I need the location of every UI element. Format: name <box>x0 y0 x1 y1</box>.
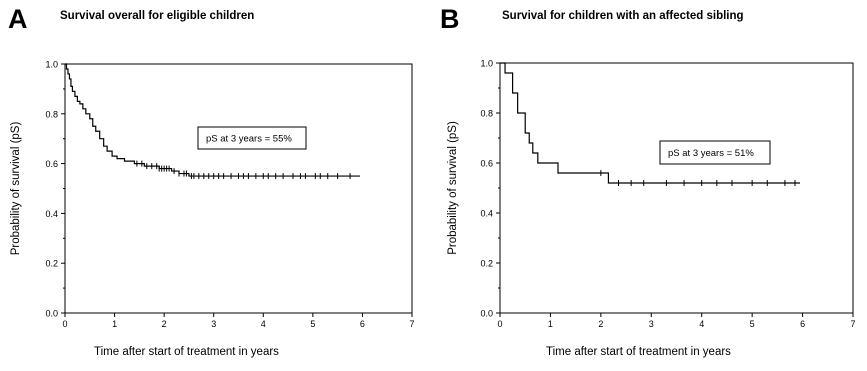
x-tick-label: 4 <box>261 319 266 329</box>
chart-title: Survival overall for eligible children <box>60 10 255 22</box>
x-tick-label: 5 <box>750 319 755 329</box>
x-tick-label: 6 <box>800 319 805 329</box>
y-axis-label: Probability of survival (pS) <box>10 122 22 256</box>
survival-plot-a: 0.0 0.2 0.4 0.6 0.8 1.0 0 1 2 3 4 5 6 7 Probability of… <box>10 60 415 330</box>
plot-frame <box>64 63 413 314</box>
survival-curve <box>65 63 360 177</box>
annotation-frame <box>197 126 307 150</box>
x-tick-label: 0 <box>62 319 67 329</box>
x-axis-label: Time after start of treatment in years <box>546 346 731 358</box>
panel-label: A <box>8 4 28 34</box>
x-tick-label: 7 <box>850 319 855 329</box>
x-tick-label: 2 <box>598 319 603 329</box>
x-tick-label: 5 <box>310 319 315 329</box>
chart-panel-a: A Survival overall for eligible children… <box>0 0 430 371</box>
annotation-box: pS at 3 years = 51% <box>659 140 771 165</box>
y-tick-label: 0.4 <box>480 209 493 219</box>
x-tick-label: 3 <box>211 319 216 329</box>
annotation-text: pS at 3 years = 55% <box>206 134 292 145</box>
x-tick-label: 1 <box>548 319 553 329</box>
y-tick-label: 0.0 <box>480 309 493 319</box>
y-tick-label: 0.0 <box>45 309 58 319</box>
chart-panel-b: B Survival for children with an affected… <box>438 0 867 371</box>
y-tick-label: 0.6 <box>45 159 58 169</box>
y-tick-label: 0.8 <box>45 109 58 119</box>
annotation-frame <box>659 140 771 165</box>
x-tick-label: 1 <box>112 319 117 329</box>
x-tick-label: 7 <box>409 319 414 329</box>
x-tick-label: 6 <box>360 319 365 329</box>
x-tick-label: 2 <box>162 319 167 329</box>
annotation-box: pS at 3 years = 55% <box>197 126 307 150</box>
x-tick-label: 3 <box>649 319 654 329</box>
x-axis-label: Time after start of treatment in years <box>94 346 279 358</box>
chart-title: Survival for children with an affected s… <box>502 10 744 22</box>
y-tick-label: 0.8 <box>480 109 493 119</box>
y-tick-label: 0.2 <box>45 259 58 269</box>
survival-curve <box>500 62 801 184</box>
y-tick-label: 1.0 <box>480 59 493 69</box>
annotation-text: pS at 3 years = 51% <box>668 148 754 159</box>
y-tick-label: 0.2 <box>480 259 493 269</box>
survival-plot-b: 0.0 0.2 0.4 0.6 0.8 1.0 0 1 2 3 4 5 6 7 Probability of… <box>447 59 856 330</box>
panel-label: B <box>440 4 460 34</box>
y-axis-label: Probability of survival (pS) <box>447 121 459 255</box>
y-tick-label: 0.6 <box>480 159 493 169</box>
y-tick-label: 0.4 <box>45 209 58 219</box>
x-tick-label: 0 <box>497 319 502 329</box>
x-tick-label: 4 <box>699 319 704 329</box>
y-tick-label: 1.0 <box>45 60 58 70</box>
plot-frame <box>499 62 854 314</box>
